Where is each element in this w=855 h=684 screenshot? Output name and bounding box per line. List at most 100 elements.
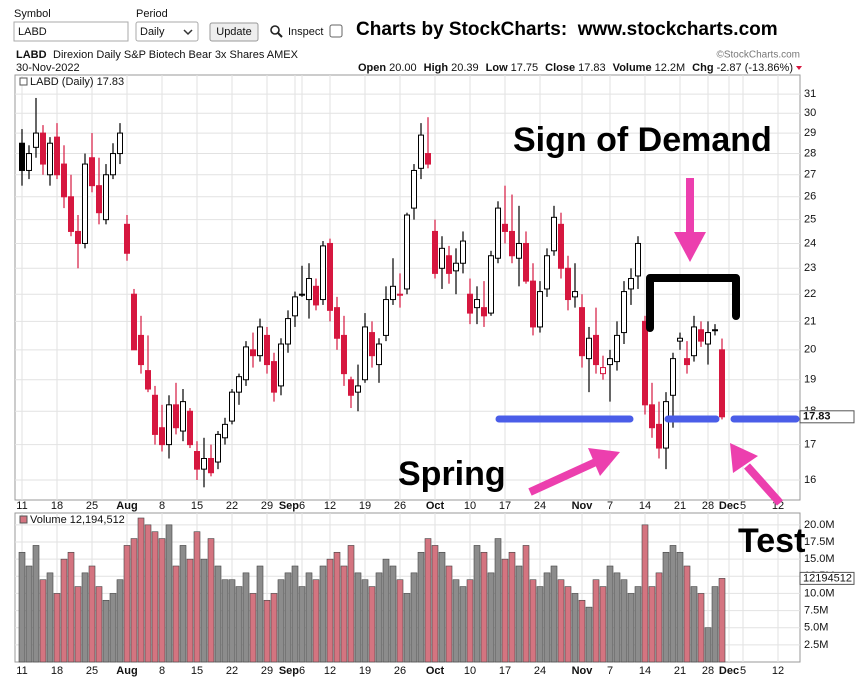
candle-body xyxy=(614,334,620,363)
y-tick-label: 23 xyxy=(804,262,816,274)
volume-bar xyxy=(487,572,495,663)
update-button[interactable] xyxy=(209,22,259,42)
volume-bar xyxy=(207,538,215,663)
period-select[interactable] xyxy=(135,21,199,42)
y-tick-label: 7.5M xyxy=(804,604,828,616)
volume-bar xyxy=(102,599,110,663)
arrow-head xyxy=(730,443,758,473)
security-name: Direxion Daily S&P Biotech Bear 3x Share… xyxy=(53,49,299,61)
symbol-label: Symbol xyxy=(14,8,51,20)
candle-body xyxy=(285,318,291,345)
volume-bar xyxy=(179,545,187,663)
candle-body xyxy=(159,427,165,446)
volume-bar xyxy=(312,579,320,663)
volume-bar xyxy=(697,593,705,663)
legend-swatch xyxy=(19,77,28,86)
change-marker xyxy=(796,66,802,70)
volume-bar xyxy=(641,524,649,663)
x-tick-label: 12 xyxy=(324,665,336,677)
candle-body xyxy=(397,293,403,296)
date: 30-Nov-2022 xyxy=(16,62,80,74)
x-tick-label: Sep xyxy=(279,500,299,512)
volume-bar xyxy=(242,572,250,663)
volume-bar xyxy=(648,586,656,663)
volume-bar xyxy=(347,545,355,663)
volume-bar xyxy=(270,593,278,663)
volume-bar xyxy=(137,517,145,663)
volume-bar xyxy=(389,565,397,663)
inspect-checkbox[interactable] xyxy=(329,24,343,38)
volume-bar xyxy=(375,572,383,663)
candle-body xyxy=(313,285,319,306)
candle-body xyxy=(341,334,347,375)
volume-bar xyxy=(130,538,138,663)
volume-bar xyxy=(515,565,523,663)
volume-bar xyxy=(501,558,509,663)
candle-body xyxy=(348,379,354,396)
candle-body xyxy=(89,157,95,187)
candle-body xyxy=(404,214,410,290)
candle-body xyxy=(677,337,683,342)
volume-bar xyxy=(151,531,159,663)
volume-bar xyxy=(333,551,341,663)
x-tick-label: 29 xyxy=(261,500,273,512)
annotation: Spring xyxy=(398,455,506,493)
candle-body xyxy=(117,132,123,155)
y-tick-label: 31 xyxy=(804,88,816,100)
y-tick-label: 20 xyxy=(804,344,816,356)
volume-bar xyxy=(683,565,691,663)
x-tick-label: 26 xyxy=(394,665,406,677)
volume-bar xyxy=(676,551,684,663)
candle-body xyxy=(446,255,452,274)
symbol-input[interactable] xyxy=(13,21,129,42)
candle-body xyxy=(481,307,487,317)
last-value: 17.83 xyxy=(803,411,831,423)
x-tick-label: 21 xyxy=(674,665,686,677)
volume-bar xyxy=(585,606,593,663)
annotation: Test xyxy=(738,522,805,560)
x-tick-label: Aug xyxy=(116,500,137,512)
arrow xyxy=(528,457,600,496)
candle-body xyxy=(264,334,270,366)
volume-bar xyxy=(445,565,453,663)
candle-body xyxy=(82,163,88,244)
candle-body xyxy=(271,361,277,393)
x-tick-label: 28 xyxy=(702,500,714,512)
y-tick-label: 30 xyxy=(804,107,816,119)
arrow-head xyxy=(674,232,706,262)
x-tick-label: 21 xyxy=(674,500,686,512)
quote: Open 20.00 High 20.39 Low 17.75 Close 17.83 Volu… xyxy=(358,62,802,74)
candle-body xyxy=(628,278,634,290)
x-tick-label: 14 xyxy=(639,665,651,677)
candle-body xyxy=(355,385,361,393)
x-tick-label: Aug xyxy=(116,665,137,677)
candle-body xyxy=(607,358,613,366)
candle-body xyxy=(124,223,130,254)
volume-bar xyxy=(32,545,40,663)
volume-bar xyxy=(319,565,327,663)
x-tick-label: 6 xyxy=(299,665,305,677)
candle-body xyxy=(684,358,690,366)
candle-body xyxy=(327,242,333,311)
x-tick-label: 28 xyxy=(702,665,714,677)
volume-bar xyxy=(165,524,173,663)
volume-bar xyxy=(480,551,488,663)
update-label: Update xyxy=(216,26,251,38)
candle-body xyxy=(502,223,508,232)
y-tick-label: 21 xyxy=(804,315,816,327)
candle-body xyxy=(383,299,389,336)
x-tick-label: 26 xyxy=(394,500,406,512)
candle-body xyxy=(26,153,32,171)
volume-bar xyxy=(438,551,446,663)
y-tick-label: 29 xyxy=(804,127,816,139)
y-tick-label: 22 xyxy=(804,288,816,300)
x-tick-label: 29 xyxy=(261,665,273,677)
candle-body xyxy=(565,267,571,301)
y-tick-label: 24 xyxy=(804,237,816,249)
candle-body xyxy=(201,458,207,470)
volume-bar xyxy=(606,565,614,663)
inspect-icon-handle xyxy=(277,32,283,38)
period-label: Period xyxy=(136,8,168,20)
x-tick-label: Oct xyxy=(426,500,445,512)
volume-bar xyxy=(340,565,348,663)
